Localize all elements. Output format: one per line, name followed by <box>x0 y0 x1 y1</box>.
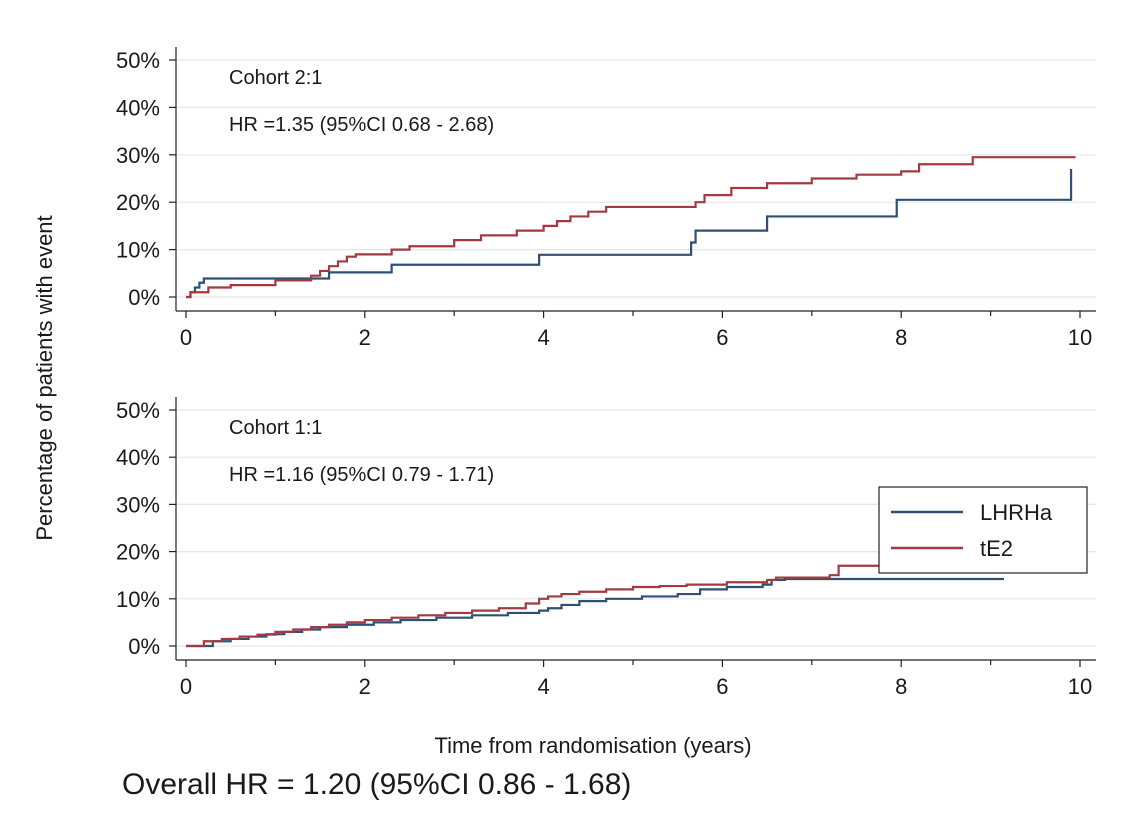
y-axis-title: Percentage of patients with event <box>32 215 57 540</box>
x-axis-title: Time from randomisation (years) <box>434 733 751 758</box>
legend-label-lhrha: LHRHa <box>980 500 1053 525</box>
x-tick-label: 6 <box>716 325 728 350</box>
y-tick-label: 10% <box>116 587 160 612</box>
series-lhrha <box>186 577 1005 648</box>
cohort-label: Cohort 2:1 <box>229 67 322 89</box>
y-tick-label: 40% <box>116 95 160 120</box>
x-tick-label: 6 <box>716 674 728 699</box>
series-lhrha <box>186 169 1073 299</box>
x-tick-label: 4 <box>537 325 549 350</box>
legend: LHRHa tE2 <box>878 486 1088 574</box>
y-tick-label: 20% <box>116 540 160 565</box>
x-tick-label: 10 <box>1068 674 1092 699</box>
x-tick-label: 8 <box>895 325 907 350</box>
y-tick-label: 50% <box>116 398 160 423</box>
y-tick-label: 0% <box>128 285 160 310</box>
cohort-label: Cohort 1:1 <box>229 417 322 439</box>
y-tick-label: 30% <box>116 492 160 517</box>
legend-box <box>878 486 1088 574</box>
hr-annotation: HR =1.35 (95%CI 0.68 - 2.68) <box>229 114 494 136</box>
y-tick-label: 20% <box>116 190 160 215</box>
x-tick-label: 8 <box>895 674 907 699</box>
x-tick-label: 2 <box>359 325 371 350</box>
x-tick-label: 2 <box>359 674 371 699</box>
y-tick-label: 10% <box>116 238 160 263</box>
x-tick-label: 4 <box>537 674 549 699</box>
hr-annotation: HR =1.16 (95%CI 0.79 - 1.71) <box>229 464 494 486</box>
x-tick-label: 0 <box>180 325 192 350</box>
x-tick-label: 10 <box>1068 325 1092 350</box>
panel-1: 0% 10% 20% 30% 40% 50% 0 2 4 6 8 10 Cohort 2:1 HR =1.… <box>116 47 1096 350</box>
y-tick-label: 30% <box>116 143 160 168</box>
series-te2 <box>186 156 1076 299</box>
series-te2 <box>186 562 946 648</box>
overall-hr: Overall HR = 1.20 (95%CI 0.86 - 1.68) <box>122 768 631 801</box>
y-tick-label: 40% <box>116 445 160 470</box>
y-tick-label: 50% <box>116 48 160 73</box>
panel-2: 0% 10% 20% 30% 40% 50% 0 2 4 6 8 10 Cohort 1:1 HR =1.… <box>116 397 1096 699</box>
x-tick-label: 0 <box>180 674 192 699</box>
legend-label-te2: tE2 <box>980 536 1013 561</box>
y-tick-label: 0% <box>128 634 160 659</box>
